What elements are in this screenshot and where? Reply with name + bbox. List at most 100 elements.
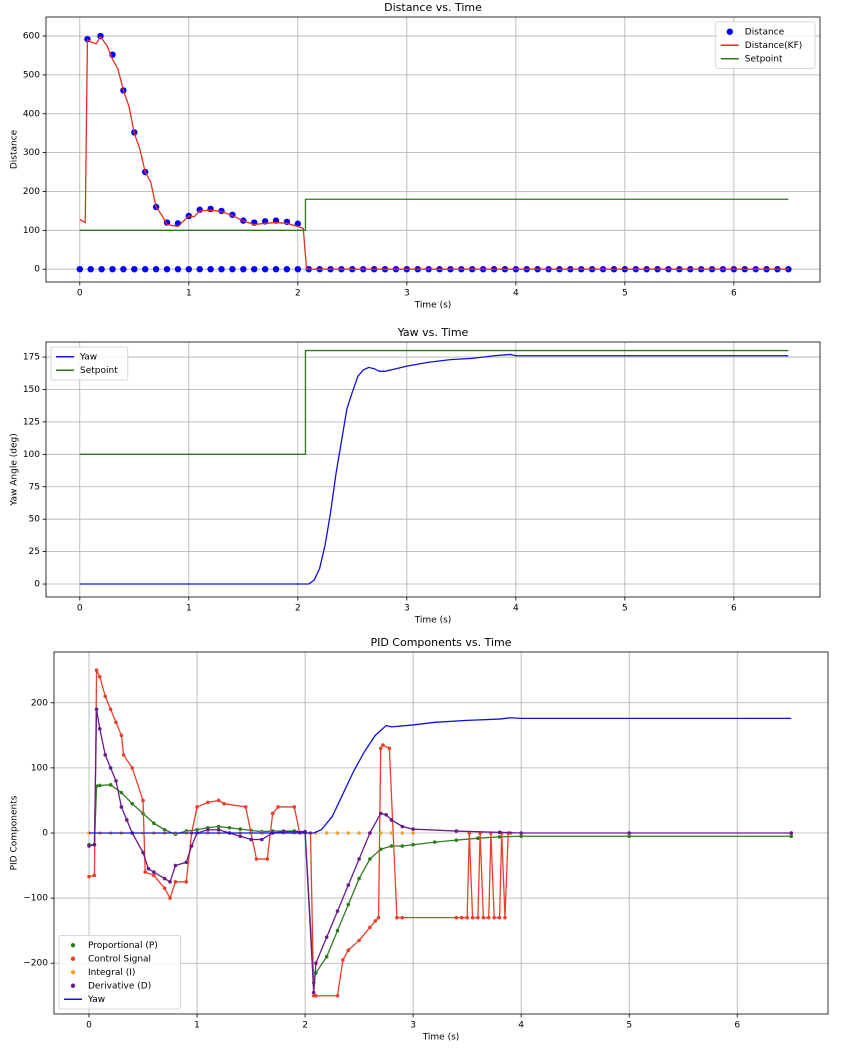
point	[789, 834, 794, 839]
x-tick-label: 2	[295, 289, 301, 299]
point	[251, 265, 258, 273]
point	[470, 915, 475, 920]
point	[368, 857, 372, 861]
chart-title: Distance vs. Time	[384, 1, 482, 14]
point	[152, 873, 156, 878]
point	[92, 842, 97, 847]
y-tick-label: 200	[23, 187, 40, 197]
point	[324, 831, 329, 835]
point	[98, 674, 102, 679]
series-line	[79, 198, 789, 231]
legend-label: Integral (I)	[88, 968, 135, 978]
chart-title: PID Components vs. Time	[370, 636, 511, 649]
point	[311, 990, 316, 995]
legend-symbol	[70, 943, 76, 948]
point	[109, 265, 116, 273]
point	[152, 821, 156, 826]
point	[168, 880, 172, 884]
x-tick-label: 5	[622, 289, 628, 299]
point	[335, 831, 340, 835]
point	[119, 790, 124, 795]
point	[481, 915, 486, 920]
x-tick-label: 6	[731, 289, 737, 299]
x-tick-label: 6	[731, 604, 737, 614]
point	[335, 928, 340, 933]
point	[324, 954, 329, 959]
y-axis-label: Yaw Angle (deg)	[10, 433, 20, 506]
point	[335, 909, 340, 913]
chart-title: Yaw vs. Time	[397, 326, 469, 339]
axes-frame	[53, 651, 829, 1015]
legend-label: Setpoint	[745, 54, 783, 64]
point	[454, 829, 459, 833]
point	[131, 265, 138, 273]
point	[98, 727, 102, 731]
point	[76, 265, 83, 273]
point	[400, 915, 405, 920]
point	[395, 915, 399, 920]
point	[497, 835, 502, 839]
point	[272, 265, 280, 273]
point	[270, 811, 275, 816]
point	[98, 783, 102, 788]
y-tick-label: 0	[42, 829, 48, 839]
y-tick-label: 200	[31, 698, 48, 708]
point	[627, 834, 632, 839]
legend-label: Setpoint	[80, 366, 118, 376]
legend-symbol	[70, 983, 76, 988]
y-tick-label: 50	[29, 515, 41, 525]
plot-area	[76, 32, 792, 273]
point	[411, 827, 415, 831]
x-tick-label: 0	[77, 289, 83, 299]
point	[335, 993, 340, 998]
y-tick-label: 100	[23, 226, 40, 236]
point	[119, 805, 124, 809]
y-tick-label: 150	[23, 385, 40, 395]
point	[400, 844, 405, 848]
point	[465, 915, 469, 920]
plot-area	[87, 668, 794, 998]
point	[152, 870, 156, 874]
point	[189, 844, 194, 848]
point	[368, 925, 372, 930]
point	[143, 870, 147, 874]
point	[292, 805, 297, 809]
point	[207, 265, 214, 273]
point	[141, 798, 145, 803]
point	[125, 818, 129, 822]
x-tick-label: 3	[404, 604, 410, 614]
x-tick-label: 0	[86, 1021, 92, 1031]
point	[87, 844, 91, 848]
point	[314, 993, 318, 998]
point	[400, 824, 405, 829]
point	[346, 902, 351, 907]
point	[294, 265, 302, 273]
point	[114, 720, 118, 725]
point	[152, 265, 160, 273]
point	[168, 896, 172, 900]
point	[376, 915, 381, 920]
y-tick-label: 0	[34, 580, 40, 590]
point	[98, 265, 105, 273]
point	[497, 915, 502, 920]
point	[173, 880, 178, 884]
point	[378, 811, 383, 816]
x-tick-label: 3	[410, 1021, 416, 1031]
point	[454, 915, 459, 920]
legend-label: Yaw	[87, 995, 105, 1005]
legend-label: Yaw	[79, 352, 97, 362]
point	[162, 827, 167, 832]
point	[357, 938, 361, 943]
point	[94, 707, 99, 712]
x-tick-label: 5	[622, 604, 628, 614]
point	[162, 876, 167, 881]
legend-symbol	[726, 28, 733, 35]
y-tick-label: −200	[23, 959, 48, 969]
series-line	[88, 709, 792, 993]
point	[389, 844, 394, 848]
point	[627, 831, 632, 835]
point	[120, 265, 127, 273]
point	[459, 915, 464, 920]
point	[387, 746, 392, 751]
point	[87, 831, 91, 835]
